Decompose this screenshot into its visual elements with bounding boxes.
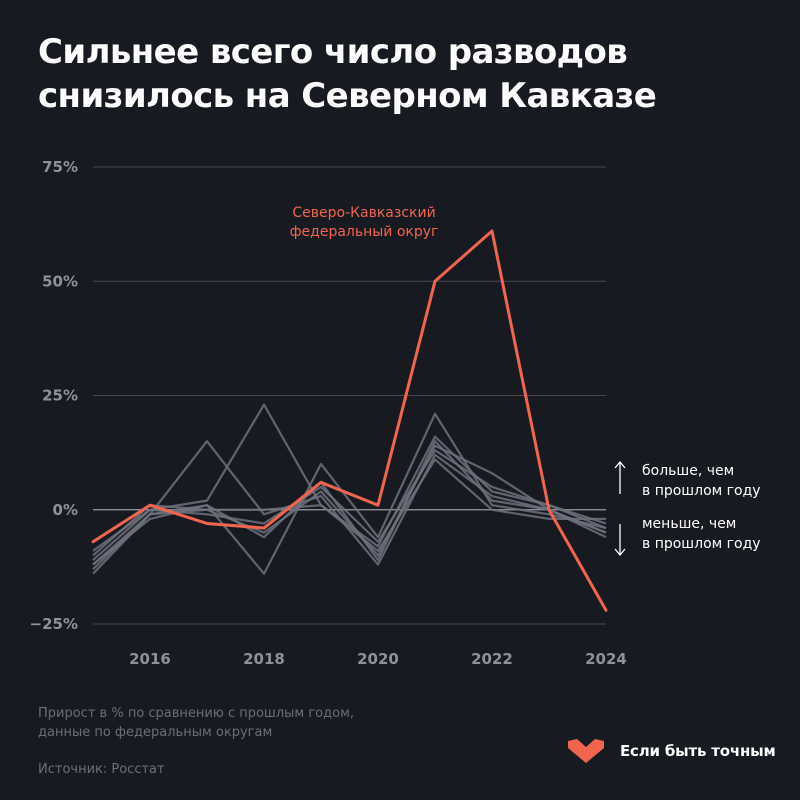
x-tick-label: 2024 bbox=[585, 650, 627, 668]
annotation-up-line-1: больше, чем bbox=[642, 463, 734, 479]
arrow-up-icon bbox=[614, 460, 626, 494]
source-text: Источник: Росстат bbox=[38, 762, 165, 777]
note-line-1: Прирост в % по сравнению с прошлым годом… bbox=[38, 706, 355, 721]
y-axis-ticks: 75% 50% 25% 0% −25% bbox=[30, 158, 78, 633]
x-tick-label: 2022 bbox=[471, 650, 513, 668]
highlight-series-line bbox=[91, 229, 608, 612]
brand-name: Если быть точным bbox=[620, 742, 776, 760]
series-line bbox=[92, 440, 607, 566]
series-line bbox=[92, 458, 606, 557]
title-line-2: снизилось на Северном Кавказе bbox=[38, 76, 657, 116]
highlight-label-line-2: федеральный округ bbox=[290, 224, 439, 240]
highlight-label-line-1: Северо-Кавказский bbox=[292, 205, 435, 221]
brand: Если быть точным bbox=[566, 738, 776, 764]
y-tick-label: 75% bbox=[42, 158, 78, 176]
annotation-down-line-2: в прошлом году bbox=[642, 536, 761, 552]
y-tick-label: 0% bbox=[53, 501, 78, 519]
y-tick-label: 50% bbox=[42, 272, 78, 290]
y-tick-label: −25% bbox=[30, 615, 78, 633]
x-tick-label: 2020 bbox=[357, 650, 399, 668]
page-title: Сильнее всего число разводов снизилось н… bbox=[38, 30, 778, 118]
note-line-2: данные по федеральным округам bbox=[38, 725, 273, 740]
y-tick-label: 25% bbox=[42, 387, 78, 405]
series-line bbox=[92, 440, 607, 575]
title-line-1: Сильнее всего число разводов bbox=[38, 32, 628, 72]
series-line bbox=[92, 449, 607, 561]
series-layer bbox=[92, 403, 607, 575]
brand-logo-icon bbox=[568, 739, 604, 763]
annotation-up-line-2: в прошлом году bbox=[642, 483, 761, 499]
annotation-down-line-1: меньше, чем bbox=[642, 516, 736, 532]
chart-note: Прирост в % по сравнению с прошлым годом… bbox=[38, 704, 354, 742]
arrow-down-icon bbox=[614, 524, 626, 557]
x-axis-ticks: 2016 2018 2020 2022 2024 bbox=[129, 650, 627, 668]
series-line bbox=[92, 403, 607, 552]
x-tick-label: 2016 bbox=[129, 650, 171, 668]
x-tick-label: 2018 bbox=[243, 650, 285, 668]
highlight-layer bbox=[91, 229, 608, 612]
